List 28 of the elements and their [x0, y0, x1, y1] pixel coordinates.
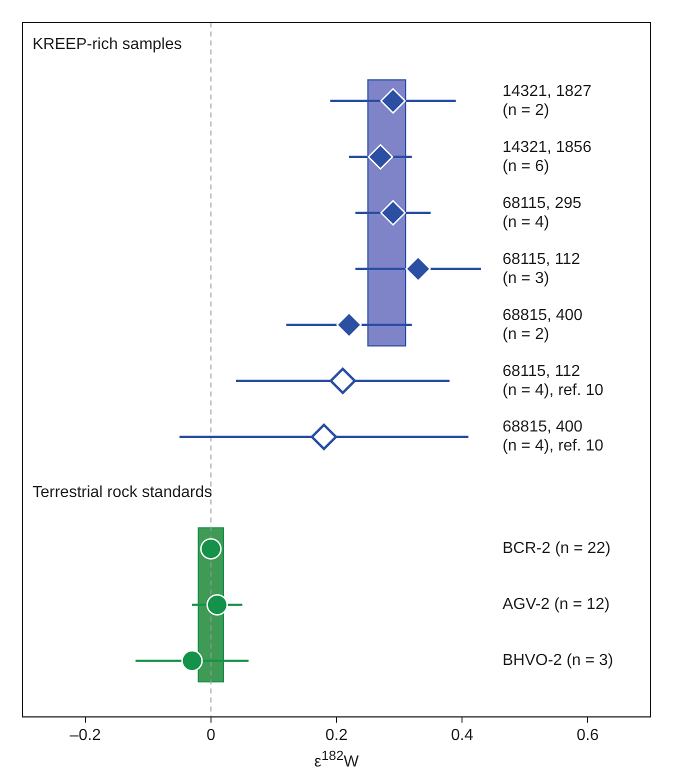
- point: [330, 368, 356, 394]
- y-tick-label: BCR-2 (n = 22): [502, 540, 611, 558]
- point: [206, 594, 228, 616]
- x-tick-label: 0.4: [450, 726, 474, 744]
- x-axis-title: ε$^{182}$W: [313, 748, 360, 772]
- x-tick-label: 0.6: [576, 726, 599, 744]
- y-tick-label: 14321, 1827 (n = 2): [502, 82, 592, 119]
- y-tick-label: 14321, 1856 (n = 6): [502, 138, 592, 175]
- point: [181, 650, 203, 672]
- y-tick-label: 68115, 112 (n = 4), ref. 10: [502, 362, 604, 399]
- x-tick-label: –0.2: [70, 726, 101, 744]
- point: [368, 144, 394, 170]
- y-tick-label: BHVO-2 (n = 3): [502, 652, 614, 670]
- x-tick-label: 0: [206, 726, 216, 744]
- annotation: Terrestrial rock standards: [32, 484, 212, 502]
- y-tick-label: AGV-2 (n = 12): [502, 596, 610, 614]
- point: [336, 312, 362, 338]
- annotation: KREEP-rich samples: [32, 36, 182, 53]
- point: [380, 88, 406, 114]
- point: [200, 538, 222, 560]
- point: [380, 200, 406, 226]
- x-tick-label: 0.2: [325, 726, 348, 744]
- point: [405, 256, 431, 282]
- y-tick-label: 68115, 295 (n = 4): [502, 194, 582, 231]
- y-tick-label: 68815, 400 (n = 2): [502, 306, 583, 343]
- y-tick-label: 68815, 400 (n = 4), ref. 10: [502, 418, 604, 455]
- y-tick-label: 68115, 112 (n = 3): [502, 250, 580, 287]
- point: [310, 424, 338, 450]
